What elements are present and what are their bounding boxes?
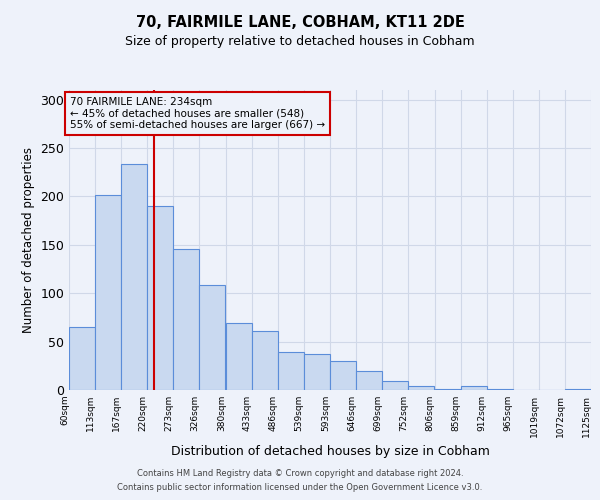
Bar <box>330 361 356 390</box>
Bar <box>173 248 199 390</box>
Text: 70, FAIRMILE LANE, COBHAM, KT11 2DE: 70, FAIRMILE LANE, COBHAM, KT11 2DE <box>136 15 464 30</box>
Bar <box>69 327 95 390</box>
Bar <box>252 331 278 390</box>
Bar <box>226 323 252 390</box>
Text: Contains HM Land Registry data © Crown copyright and database right 2024.: Contains HM Land Registry data © Crown c… <box>137 468 463 477</box>
Text: Contains public sector information licensed under the Open Government Licence v3: Contains public sector information licen… <box>118 484 482 492</box>
Bar <box>278 352 304 390</box>
Bar <box>356 370 382 390</box>
Bar <box>199 286 226 390</box>
X-axis label: Distribution of detached houses by size in Cobham: Distribution of detached houses by size … <box>170 446 490 458</box>
Bar <box>565 389 591 390</box>
Bar <box>121 164 148 390</box>
Bar <box>382 382 408 390</box>
Bar <box>148 206 173 390</box>
Bar <box>487 389 512 390</box>
Bar <box>304 354 330 390</box>
Text: 70 FAIRMILE LANE: 234sqm
← 45% of detached houses are smaller (548)
55% of semi-: 70 FAIRMILE LANE: 234sqm ← 45% of detach… <box>70 97 325 130</box>
Bar <box>408 386 434 390</box>
Bar <box>95 194 121 390</box>
Bar <box>461 386 487 390</box>
Bar <box>434 389 461 390</box>
Y-axis label: Number of detached properties: Number of detached properties <box>22 147 35 333</box>
Text: Size of property relative to detached houses in Cobham: Size of property relative to detached ho… <box>125 35 475 48</box>
